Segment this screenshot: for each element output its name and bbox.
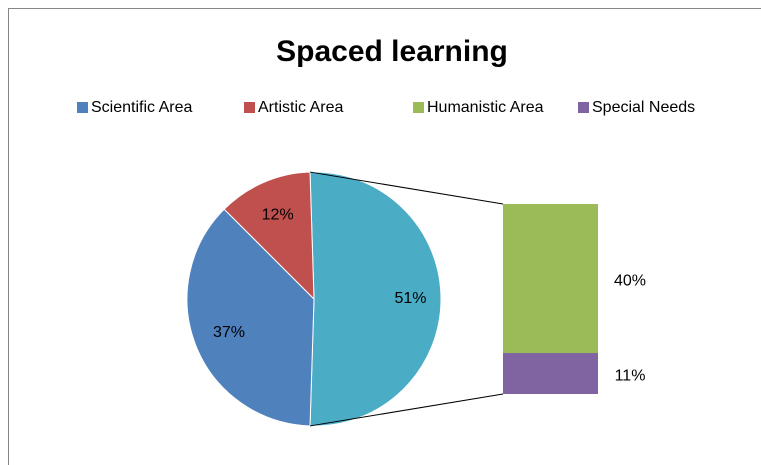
- legend-swatch: [244, 102, 255, 113]
- legend-swatch: [413, 102, 424, 113]
- data-label: 51%: [395, 290, 427, 307]
- bar-segment: [503, 353, 598, 394]
- connector-line: [309, 171, 504, 205]
- data-label: 12%: [262, 206, 294, 223]
- data-label: 37%: [213, 324, 245, 341]
- pie-slice: [309, 171, 442, 427]
- chart-border: [8, 8, 761, 465]
- legend-label: Special Needs: [592, 99, 695, 116]
- legend-label: Scientific Area: [91, 99, 192, 116]
- pie-slice: [223, 171, 315, 301]
- legend-label: Artistic Area: [258, 99, 343, 116]
- bar-segment: [503, 204, 598, 354]
- legend-swatch: [578, 102, 589, 113]
- legend-label: Humanistic Area: [427, 99, 544, 116]
- connector-line: [309, 393, 504, 427]
- pie-slice: [186, 208, 315, 427]
- data-label: 11%: [615, 368, 646, 385]
- data-label: 40%: [614, 273, 646, 290]
- chart-title: Spaced learning: [276, 35, 508, 68]
- legend-swatch: [77, 102, 88, 113]
